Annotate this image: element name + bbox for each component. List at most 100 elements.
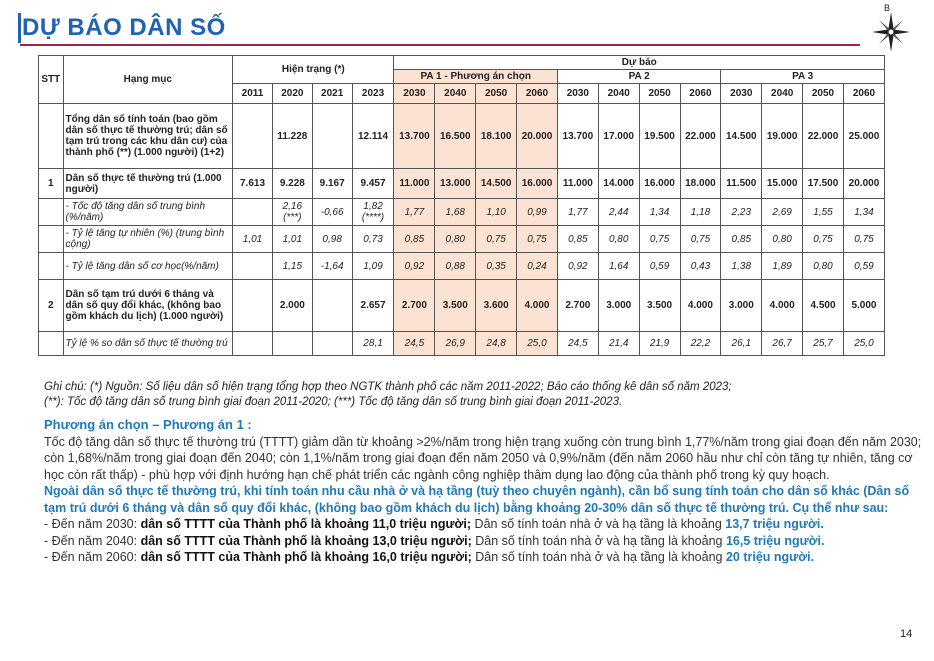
year-current-2023: 2023 [351,83,395,104]
header-current: Hiện trạng (*) [232,55,395,84]
table-cell: 1,55 [802,198,844,226]
table-cell: 14.500 [475,168,518,199]
table-row: Tổng dân số tính toán (bao gồm dân số th… [38,103,886,169]
row-stt [38,331,64,356]
table-notes: Ghi chú: (*) Nguồn: Số liệu dân số hiện … [44,380,904,410]
table-cell: 0,24 [516,252,558,280]
table-cell: 2,69 [761,198,804,226]
table-cell: 11.500 [720,168,763,199]
table-cell: 2.657 [351,279,395,332]
analysis-section: Phương án chọn – Phương án 1 : Tốc độ tă… [44,417,928,566]
table-cell: 0,75 [516,225,558,253]
table-cell: 16.500 [434,103,477,169]
year-pa2-2050: 2050 [638,83,681,104]
paragraph-growth: Tốc độ tăng dân số thực tế thường trú (T… [44,434,922,482]
table-cell: 21,4 [597,331,640,356]
year-current-2021: 2021 [311,83,353,104]
row-label: - Tỷ lệ tăng dân số cơ học(%/năm) [62,252,234,280]
table-cell: 11.228 [271,103,313,169]
milestone-line: - Đến năm 2040: dân số TTTT của Thành ph… [44,533,928,550]
table-row: 1 Dân số thực tế thường trú (1.000 người)… [38,168,886,199]
table-cell: 3.500 [638,279,681,332]
year-pa2-2060: 2060 [679,83,722,104]
table-cell: 0,75 [802,225,844,253]
page-number: 14 [900,628,913,640]
title-divider [20,44,860,46]
table-cell: 18.100 [475,103,518,169]
table-cell: 0,92 [556,252,599,280]
milestone-hl: 20 triệu người. [725,550,815,564]
row-stt: 1 [38,168,64,199]
row-stt [38,252,64,280]
table-cell: 25,7 [802,331,844,356]
table-cell: 1,10 [475,198,518,226]
table-cell: -1,64 [311,252,353,280]
table-cell: 1,64 [597,252,640,280]
table-cell: 3.000 [720,279,763,332]
year-pa1-2030: 2030 [393,83,436,104]
table-row: - Tỷ lệ tăng dân số cơ học(%/năm) 1,15 -1,… [38,252,886,280]
table-cell: 1,82 (****) [351,198,395,226]
milestone-mid: Dân số tính toán nhà ở và hạ tầng là kho… [471,517,726,531]
paragraph-other-population: Ngoài dân số thực tế thường trú, khi tín… [44,484,910,515]
row-label: Dân số tạm trú dưới 6 tháng và dân số qu… [62,279,234,332]
row-stt [38,225,64,253]
compass-icon [872,12,910,52]
table-cell: 17.000 [597,103,640,169]
year-pa3-2040: 2040 [761,83,804,104]
table-cell: 12.114 [351,103,395,169]
table-cell [232,252,273,280]
table-cell: 0,80 [802,252,844,280]
row-stt [38,103,64,169]
table-cell: 17.500 [802,168,844,199]
year-pa3-2050: 2050 [802,83,844,104]
table-cell: 9.228 [271,168,313,199]
table-cell: 0,85 [556,225,599,253]
table-cell: -0,66 [311,198,353,226]
table-cell: 11.000 [556,168,599,199]
header-forecast: Dự báo [393,55,885,70]
table-cell: 16.000 [638,168,681,199]
year-pa3-2030: 2030 [720,83,763,104]
table-cell: 3.500 [434,279,477,332]
population-forecast-table: STT Hạng mục Hiện trạng (*) Dự báo PA 1 … [38,55,886,356]
table-cell: 1,89 [761,252,804,280]
table-cell: 4.500 [802,279,844,332]
table-cell: 0,80 [597,225,640,253]
milestone-bold: dân số TTTT của Thành phố là khoảng 11,0… [140,517,472,531]
compass-north-label: B [884,3,891,13]
milestone-prefix: - Đến năm 2060: [44,550,141,564]
header-stt: STT [38,55,64,104]
forecast-milestones: - Đến năm 2030: dân số TTTT của Thành ph… [44,516,928,566]
section-heading: Phương án chọn – Phương án 1 : [44,417,252,432]
table-cell [311,331,353,356]
table-cell: 26,1 [720,331,763,356]
note-line-1: Ghi chú: (*) Nguồn: Số liệu dân số hiện … [44,381,732,393]
table-cell: 0,98 [311,225,353,253]
table-cell: 1,01 [271,225,313,253]
table-cell: 25.000 [842,103,886,169]
row-label: - Tỷ lệ tăng tự nhiên (%) (trung bình cộ… [62,225,234,253]
table-cell: 25,0 [516,331,558,356]
row-label: Dân số thực tế thường trú (1.000 người) [62,168,234,199]
table-cell: 1,09 [351,252,395,280]
table-cell: 2.700 [393,279,436,332]
table-cell: 2.000 [271,279,313,332]
milestone-bold: dân số TTTT của Thành phố là khoảng 13,0… [140,533,472,548]
table-cell: 2.700 [556,279,599,332]
table-row: - Tốc độ tăng dân số trung bình (%/năm) 2… [38,198,886,226]
year-pa3-2060: 2060 [842,83,886,104]
table-cell: 22.000 [679,103,722,169]
table-cell: 2,44 [597,198,640,226]
header-pa1: PA 1 - Phương án chọn [393,69,558,84]
table-cell: 3.600 [475,279,518,332]
table-cell: 4.000 [679,279,722,332]
table-cell: 0,35 [475,252,518,280]
year-current-2011: 2011 [232,83,273,104]
table-cell: 26,9 [434,331,477,356]
table-row: 2 Dân số tạm trú dưới 6 tháng và dân số q… [38,279,886,332]
milestone-line: - Đến năm 2030: dân số TTTT của Thành ph… [44,516,928,533]
table-row: Tỷ lệ % so dân số thực tế thường trú 28,1… [38,331,886,356]
table-cell: 22.000 [802,103,844,169]
table-cell: 2,16 (***) [271,198,313,226]
